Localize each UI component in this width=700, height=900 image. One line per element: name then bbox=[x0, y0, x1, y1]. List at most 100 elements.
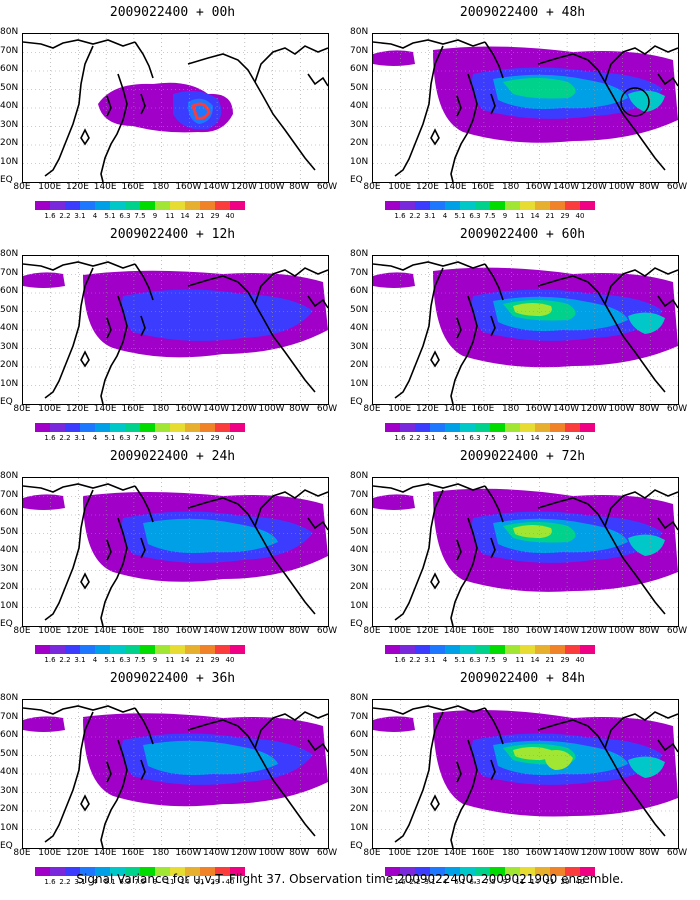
variance-contour bbox=[373, 716, 415, 732]
longitude-label: 80W bbox=[289, 848, 310, 858]
coastline bbox=[307, 73, 328, 87]
colorbar-label: 40 bbox=[575, 878, 585, 886]
longitude-label: 80W bbox=[289, 404, 310, 414]
longitude-label: 80W bbox=[639, 848, 660, 858]
colorbar-swatch bbox=[95, 201, 110, 210]
colorbar-swatch bbox=[505, 645, 520, 654]
colorbar-label: 1.6 bbox=[394, 212, 406, 220]
colorbar-swatch bbox=[125, 645, 140, 654]
longitude-label: 60W bbox=[316, 404, 338, 414]
variance-contour bbox=[143, 518, 278, 553]
colorbar-swatch bbox=[385, 645, 400, 654]
latitude-label: 80N bbox=[350, 693, 369, 703]
latitude-label: 50N bbox=[0, 304, 19, 315]
colorbar-label: 11 bbox=[165, 434, 175, 442]
latitude-label: 40N bbox=[0, 323, 19, 333]
colorbar-label: 29 bbox=[560, 434, 570, 442]
colorbar-label: 11 bbox=[165, 212, 175, 220]
colorbar-swatch bbox=[565, 423, 580, 432]
longitude-label: 120E bbox=[66, 182, 89, 192]
longitude-label: 160E bbox=[121, 404, 145, 414]
latitude-label: 80N bbox=[350, 471, 369, 481]
latitude-label: 70N bbox=[0, 45, 19, 56]
latitude-label: EQ bbox=[350, 841, 363, 851]
variance-contour bbox=[544, 750, 573, 770]
variance-map bbox=[23, 256, 328, 404]
latitude-label: 10N bbox=[350, 378, 369, 389]
latitude-label: 80N bbox=[0, 693, 19, 703]
colorbar-swatch bbox=[385, 867, 400, 876]
colorbar-label: 21 bbox=[545, 878, 555, 886]
colorbar-swatch bbox=[65, 423, 80, 432]
colorbar-swatch bbox=[550, 867, 565, 876]
coastline bbox=[106, 317, 112, 339]
colorbar-label: 7.5 bbox=[484, 878, 496, 886]
latitude-label: 50N bbox=[0, 82, 19, 93]
colorbar-swatch bbox=[50, 201, 65, 210]
colorbar-swatch bbox=[430, 201, 445, 210]
coastline bbox=[140, 93, 146, 115]
colorbar-swatch bbox=[415, 201, 430, 210]
colorbar-label: 5.1 bbox=[104, 434, 116, 442]
colorbar-swatch bbox=[140, 867, 155, 876]
colorbar-swatch bbox=[505, 423, 520, 432]
coastline bbox=[187, 53, 316, 171]
colorbar-label: 3.1 bbox=[74, 212, 86, 220]
colorbar-swatch bbox=[400, 201, 415, 210]
colorbar-label: 14 bbox=[180, 212, 190, 220]
longitude-label: 120E bbox=[66, 848, 89, 858]
colorbar-label: 2.2 bbox=[59, 656, 71, 664]
longitude-label: 60W bbox=[666, 404, 688, 414]
coastline bbox=[134, 707, 154, 745]
latitude-label: 30N bbox=[350, 341, 369, 352]
coastline bbox=[373, 39, 486, 49]
latitude-label: 60N bbox=[350, 64, 369, 74]
longitude-label: 120E bbox=[416, 182, 439, 192]
longitude-label: 60W bbox=[666, 626, 688, 636]
longitude-label: 160E bbox=[471, 404, 495, 414]
colorbar-label: 40 bbox=[225, 212, 235, 220]
colorbar-swatch bbox=[125, 423, 140, 432]
colorbar-label: 6.3 bbox=[469, 878, 481, 886]
longitude-label: 160W bbox=[525, 848, 552, 858]
colorbar-swatch bbox=[50, 423, 65, 432]
colorbar-label: 7.5 bbox=[134, 656, 146, 664]
colorbar-swatch bbox=[430, 423, 445, 432]
latitude-label: 10N bbox=[350, 600, 369, 611]
latitude-label: 50N bbox=[350, 748, 369, 759]
longitude-label: 180 bbox=[502, 404, 520, 414]
colorbar bbox=[35, 201, 245, 210]
colorbar-swatch bbox=[520, 423, 535, 432]
coastline bbox=[484, 707, 504, 745]
map-panel: 2009022400 + 12h 80N 70N 60N 50N 40N 30N 20N 10N… bbox=[0, 227, 345, 442]
variance-contour bbox=[628, 756, 665, 778]
colorbar-label: 5.1 bbox=[104, 212, 116, 220]
colorbar-label: 29 bbox=[210, 212, 220, 220]
coastline bbox=[484, 263, 504, 301]
longitude-label: 100E bbox=[388, 182, 412, 192]
longitude-label: 80E bbox=[363, 404, 381, 414]
latitude-label: 60N bbox=[0, 730, 19, 740]
variance-contour bbox=[628, 312, 665, 334]
colorbar-label: 1.6 bbox=[44, 878, 56, 886]
variance-contour bbox=[628, 90, 665, 112]
map-panel: 2009022400 + 72h 80N 70N 60N 50N 40N 30N 20N 10N… bbox=[350, 449, 695, 664]
latitude-label: 70N bbox=[0, 267, 19, 278]
colorbar-label: 2.2 bbox=[59, 212, 71, 220]
colorbar-swatch bbox=[185, 423, 200, 432]
coastline bbox=[44, 45, 94, 177]
coastline bbox=[484, 485, 504, 523]
longitude-label: 100E bbox=[388, 848, 412, 858]
latitude-label: 20N bbox=[0, 804, 19, 814]
colorbar-swatch bbox=[155, 867, 170, 876]
longitude-label: 160W bbox=[175, 848, 202, 858]
colorbar-label: 21 bbox=[545, 434, 555, 442]
coastline bbox=[490, 93, 496, 115]
latitude-label: 40N bbox=[0, 767, 19, 777]
colorbar-swatch bbox=[140, 645, 155, 654]
colorbar bbox=[385, 867, 595, 876]
coastline bbox=[394, 45, 444, 177]
colorbar-label: 40 bbox=[225, 656, 235, 664]
colorbar-label: 3.1 bbox=[424, 434, 436, 442]
longitude-label: 180 bbox=[152, 404, 170, 414]
